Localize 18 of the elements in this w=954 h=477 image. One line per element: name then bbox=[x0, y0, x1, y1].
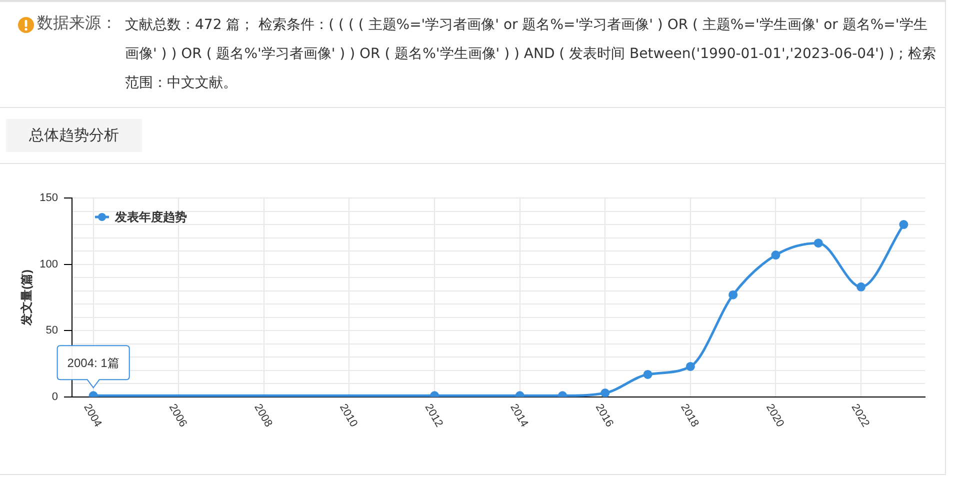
y-tick-label: 50 bbox=[46, 324, 58, 337]
point bbox=[686, 362, 695, 371]
y-tick-label: 150 bbox=[40, 192, 58, 204]
y-tick-label: 0 bbox=[52, 391, 58, 404]
y-axis-title: 发文量(篇) bbox=[20, 270, 34, 326]
chart-title: 总体趋势分析 bbox=[6, 119, 142, 152]
annotation: 2004: 1篇 bbox=[67, 356, 120, 370]
y-tick-label: 100 bbox=[40, 258, 58, 270]
legend-label: 发表年度趋势 bbox=[114, 210, 187, 224]
source-note: 数据来源： bbox=[37, 14, 117, 34]
text: 文献总数：472 篇； 检索条件：( ( ( ( 主题%='学习者画像' or 题名%='学习者画像' ) OR ( 主题%='学生画像' or 题名%='学生画像' ) ) OR ( 题名%'学习者画像' ) ) OR ( 题名%'学生画像' ) ) AND ( 发表时间 Between('1990-01-01','2023-06-04') ) ; 检索范围：中文文献。 bbox=[125, 16, 937, 93]
point bbox=[856, 282, 866, 292]
point bbox=[600, 388, 610, 397]
point bbox=[814, 238, 823, 248]
point bbox=[728, 290, 738, 300]
point bbox=[643, 370, 652, 379]
point bbox=[771, 250, 780, 260]
point bbox=[899, 220, 908, 230]
